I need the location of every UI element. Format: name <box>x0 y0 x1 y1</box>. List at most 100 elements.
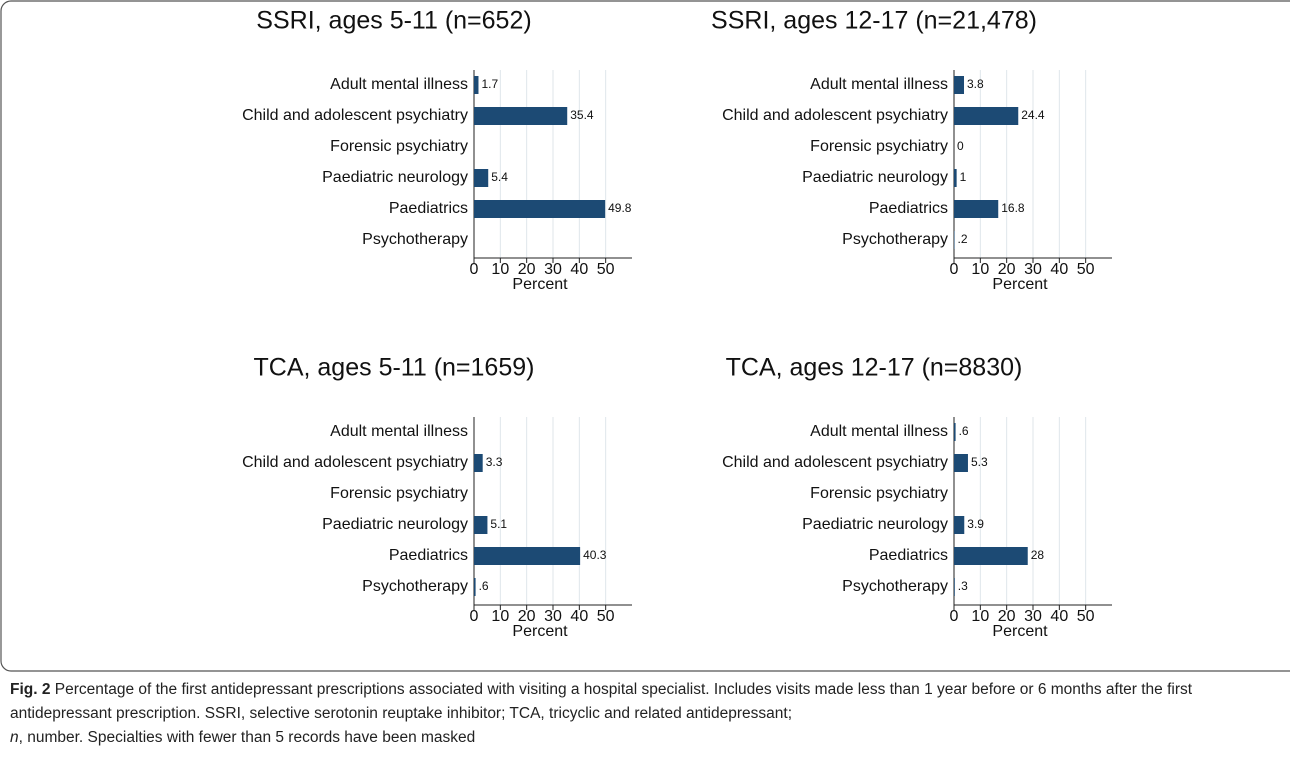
category-label: Paediatric neurology <box>802 516 948 533</box>
value-label: .2 <box>958 232 968 246</box>
x-axis-label: Percent <box>992 623 1048 640</box>
category-label: Paediatric neurology <box>322 169 468 186</box>
x-tick-label: 20 <box>518 261 536 278</box>
category-label: Forensic psychiatry <box>330 138 468 155</box>
category-label: Psychotherapy <box>362 231 468 248</box>
bar <box>954 516 965 534</box>
x-tick-label: 40 <box>570 261 588 278</box>
caption-text: , number. Specialties with fewer than 5 … <box>18 729 476 746</box>
category-label: Forensic psychiatry <box>810 485 948 502</box>
bar <box>474 454 483 472</box>
chart-title: SSRI, ages 12-17 (n=21,478) <box>711 7 1037 35</box>
bar <box>954 454 968 472</box>
x-tick-label: 20 <box>998 261 1016 278</box>
chart-title: TCA, ages 12-17 (n=8830) <box>726 354 1023 382</box>
x-tick-label: 40 <box>1050 608 1068 625</box>
chart-title: TCA, ages 5-11 (n=1659) <box>254 354 535 382</box>
category-label: Child and adolescent psychiatry <box>242 107 468 124</box>
category-label: Adult mental illness <box>810 76 948 93</box>
x-axis-label: Percent <box>992 276 1048 293</box>
bar <box>954 169 957 187</box>
x-tick-label: 30 <box>1024 261 1042 278</box>
category-label: Paediatrics <box>389 547 468 564</box>
caption-italic: n <box>10 729 19 746</box>
bar <box>474 516 488 534</box>
value-label: 3.3 <box>486 455 503 469</box>
bar <box>954 578 955 596</box>
bar <box>954 107 1019 125</box>
bar <box>474 169 489 187</box>
category-label: Adult mental illness <box>330 423 468 440</box>
x-tick-label: 50 <box>1077 261 1095 278</box>
x-tick-label: 10 <box>971 608 989 625</box>
value-label: 1 <box>960 170 967 184</box>
x-tick-label: 20 <box>998 608 1016 625</box>
value-label: 1.7 <box>481 77 498 91</box>
category-label: Paediatric neurology <box>802 169 948 186</box>
category-label: Paediatrics <box>869 200 948 217</box>
bar <box>954 423 956 441</box>
x-tick-label: 50 <box>597 261 615 278</box>
x-tick-label: 0 <box>470 261 479 278</box>
x-tick-label: 30 <box>544 261 562 278</box>
value-label: 3.8 <box>967 77 984 91</box>
value-label: 5.3 <box>971 455 988 469</box>
x-tick-label: 30 <box>544 608 562 625</box>
x-tick-label: 0 <box>950 261 959 278</box>
x-tick-label: 10 <box>971 261 989 278</box>
value-label: 35.4 <box>570 108 594 122</box>
x-tick-label: 50 <box>597 608 615 625</box>
x-axis-label: Percent <box>512 623 568 640</box>
caption: Fig. 2 Percentage of the first antidepre… <box>10 678 1278 750</box>
category-label: Psychotherapy <box>842 578 948 595</box>
value-label: .3 <box>958 579 968 593</box>
category-label: Adult mental illness <box>330 76 468 93</box>
category-label: Child and adolescent psychiatry <box>722 107 948 124</box>
value-label: 5.4 <box>491 170 508 184</box>
frame <box>0 0 1290 672</box>
x-tick-label: 40 <box>570 608 588 625</box>
value-label: 0 <box>957 139 964 153</box>
category-label: Psychotherapy <box>842 231 948 248</box>
x-tick-label: 0 <box>470 608 479 625</box>
value-label: 24.4 <box>1021 108 1045 122</box>
bar <box>954 76 965 94</box>
chart-title: SSRI, ages 5-11 (n=652) <box>256 7 531 35</box>
value-label: .6 <box>959 424 969 438</box>
x-axis-label: Percent <box>512 276 568 293</box>
x-tick-label: 30 <box>1024 608 1042 625</box>
category-label: Child and adolescent psychiatry <box>722 454 948 471</box>
caption-text: Percentage of the first antidepressant p… <box>10 681 1193 722</box>
bar <box>474 200 606 218</box>
x-tick-label: 50 <box>1077 608 1095 625</box>
x-tick-label: 10 <box>491 261 509 278</box>
category-label: Paediatrics <box>869 547 948 564</box>
bar <box>474 547 581 565</box>
value-label: 49.8 <box>608 201 632 215</box>
category-label: Child and adolescent psychiatry <box>242 454 468 471</box>
value-label: 28 <box>1031 548 1045 562</box>
value-label: .6 <box>479 579 489 593</box>
value-label: 3.9 <box>967 517 984 531</box>
category-label: Paediatric neurology <box>322 516 468 533</box>
chart-area: SSRI, ages 5-11 (n=652)0 10 20 30 40 50Percen… <box>0 0 1290 672</box>
value-label: 40.3 <box>583 548 607 562</box>
category-label: Paediatrics <box>389 200 468 217</box>
bar <box>954 231 955 249</box>
bar <box>474 107 568 125</box>
category-label: Forensic psychiatry <box>330 485 468 502</box>
bar <box>474 578 476 596</box>
bar <box>474 76 479 94</box>
value-label: 16.8 <box>1001 201 1025 215</box>
value-label: 5.1 <box>490 517 507 531</box>
x-tick-label: 20 <box>518 608 536 625</box>
x-tick-label: 40 <box>1050 261 1068 278</box>
x-tick-label: 10 <box>491 608 509 625</box>
category-label: Adult mental illness <box>810 423 948 440</box>
category-label: Psychotherapy <box>362 578 468 595</box>
bar <box>954 200 999 218</box>
caption-label: Fig. 2 <box>10 681 51 698</box>
category-label: Forensic psychiatry <box>810 138 948 155</box>
bar <box>954 547 1028 565</box>
